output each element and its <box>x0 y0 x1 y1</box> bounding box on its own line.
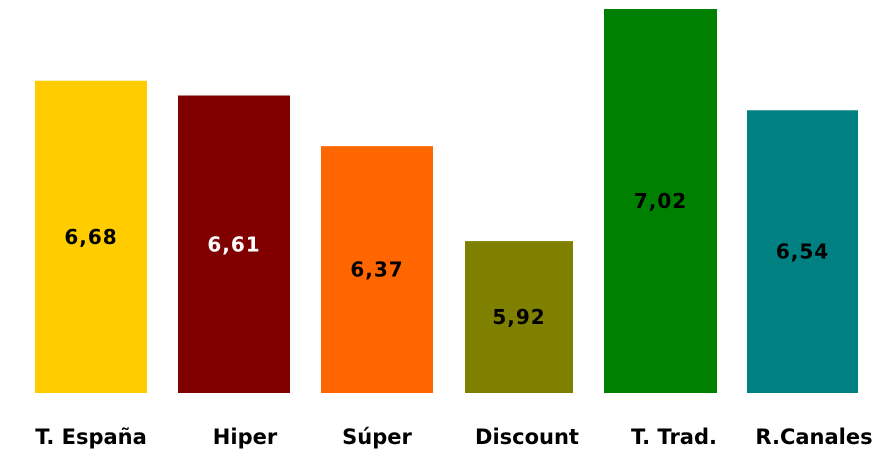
category-label-2: Súper <box>342 425 412 449</box>
bar-value-label-2: 6,37 <box>350 258 403 282</box>
category-labels-group: T. España Hiper Súper Discount T. Trad. R.Can… <box>35 425 872 449</box>
category-label-1: Hiper <box>213 425 278 449</box>
bar-value-label-0: 6,68 <box>64 225 117 249</box>
bars-group <box>35 9 858 394</box>
bar-3 <box>465 241 573 393</box>
bar-value-label-3: 5,92 <box>492 305 545 329</box>
bar-1 <box>178 95 290 393</box>
category-label-3: Discount <box>475 425 579 449</box>
bar-5 <box>747 110 858 394</box>
category-label-5: R.Canales <box>755 425 872 449</box>
category-label-0: T. España <box>35 425 147 449</box>
bar-0 <box>35 80 147 393</box>
bar-value-label-4: 7,02 <box>634 189 687 213</box>
bar-value-label-1: 6,61 <box>207 232 260 256</box>
bar-value-label-5: 6,54 <box>776 240 829 264</box>
bar-2 <box>321 146 433 393</box>
value-labels-group: 6,68 6,61 6,37 5,92 7,02 6,54 <box>64 189 829 329</box>
bar-4 <box>604 9 717 393</box>
category-label-4: T. Trad. <box>631 425 717 449</box>
